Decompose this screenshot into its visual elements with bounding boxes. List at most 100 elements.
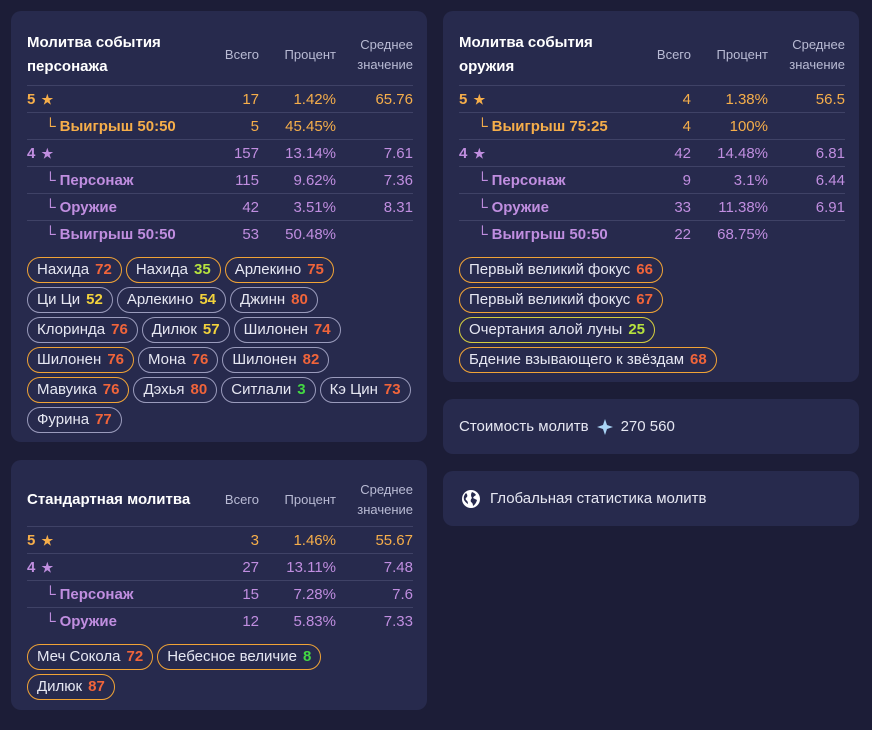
pull-tag-name: Шилонен	[232, 351, 297, 368]
pull-tag-count: 75	[307, 261, 324, 278]
cell-avg: 56.5	[768, 85, 845, 113]
cell-avg	[768, 220, 845, 248]
cell-avg	[336, 112, 413, 140]
pull-tag: Первый великий фокус 67	[459, 286, 663, 313]
cell-percent: 5.83%	[259, 607, 336, 635]
character-banner-table: Молитва события персонажа Всего Процент С…	[27, 31, 413, 248]
stats-rarity-row: 4 ★ 27 13.11% 7.48	[27, 553, 413, 581]
pull-cost-value: 270 560	[620, 418, 675, 435]
pull-tag: Джинн 80	[230, 286, 318, 313]
pull-tag: Первый великий фокус 66	[459, 256, 663, 283]
cell-avg	[336, 220, 413, 248]
pull-tag-count: 76	[102, 381, 120, 398]
cell-avg: 7.48	[336, 553, 413, 581]
pull-tag: Шилонен 76	[27, 346, 134, 373]
cell-avg: 6.91	[768, 193, 845, 221]
header-avg: Среднее значение	[357, 37, 413, 72]
cell-total: 4	[645, 112, 691, 140]
row-label: └ Выигрыш 50:50	[27, 220, 213, 248]
pull-cost-label: Стоимость молитв	[459, 418, 589, 435]
pull-tag-count: 82	[302, 351, 320, 368]
pull-tag: Бдение взывающего к звёздам 68	[459, 346, 717, 373]
pull-tag-count: 76	[111, 321, 128, 338]
stats-subrow: └ Выигрыш 50:50 5 45.45%	[27, 112, 413, 140]
pull-tag: Нахида 35	[125, 256, 221, 283]
branch-icon: └	[477, 117, 488, 135]
cell-avg: 6.44	[768, 166, 845, 194]
stats-rarity-row: 5 ★ 17 1.42% 65.76	[27, 85, 413, 113]
pull-tag: Фурина 77	[27, 406, 122, 433]
star-icon: ★	[473, 91, 486, 107]
row-label: 4 ★	[27, 139, 213, 167]
cell-avg	[768, 112, 845, 140]
pull-tag-count: 57	[202, 321, 220, 338]
pull-tag-name: Дэхья	[143, 381, 185, 398]
stats-rarity-row: 5 ★ 4 1.38% 56.5	[459, 85, 845, 113]
row-label: └ Персонаж	[459, 166, 645, 194]
pull-tag-count: 3	[297, 381, 306, 398]
branch-icon: └	[45, 585, 56, 603]
stats-subrow: └ Выигрыш 50:50 22 68.75%	[459, 220, 845, 248]
cell-avg: 65.76	[336, 85, 413, 113]
pull-tag-count: 80	[190, 381, 208, 398]
pull-tag-count: 80	[291, 291, 308, 308]
pull-tag: Мавуика 76	[27, 376, 130, 403]
cell-avg: 6.81	[768, 139, 845, 167]
primogem-icon	[596, 418, 613, 435]
pull-tag-count: 87	[88, 678, 105, 695]
pull-tag-name: Нахида	[135, 261, 188, 278]
global-stats-link[interactable]: Глобальная статистика молитв	[443, 471, 859, 526]
star-icon: ★	[41, 145, 54, 161]
cell-total: 3	[213, 526, 259, 554]
branch-icon: └	[45, 612, 56, 630]
pull-tag-name: Шилонен	[37, 351, 102, 368]
pull-tag-count: 25	[628, 321, 645, 338]
cell-total: 9	[645, 166, 691, 194]
cell-total: 42	[213, 193, 259, 221]
pull-tag-name: Ци Ци	[37, 291, 81, 308]
pull-tag: Дэхья 80	[133, 376, 218, 403]
pull-tag-name: Бдение взывающего к звёздам	[469, 351, 685, 368]
cell-percent: 3.51%	[259, 193, 336, 221]
cell-total: 27	[213, 553, 259, 581]
branch-icon: └	[477, 171, 488, 189]
pull-tag: Дилюк 87	[27, 673, 115, 700]
header-avg: Среднее значение	[789, 37, 845, 72]
header-percent: Процент	[284, 47, 336, 62]
cell-total: 115	[213, 166, 259, 194]
row-label: └ Персонаж	[27, 166, 213, 194]
standard-banner-card: Стандартная молитва Всего Процент Средне…	[11, 460, 427, 710]
cell-total: 17	[213, 85, 259, 113]
branch-icon: └	[45, 198, 56, 216]
cell-percent: 45.45%	[259, 112, 336, 140]
pull-tag-count: 74	[313, 321, 331, 338]
cell-percent: 100%	[691, 112, 768, 140]
standard-banner-table: Стандартная молитва Всего Процент Средне…	[27, 480, 413, 635]
cell-total: 4	[645, 85, 691, 113]
pull-tag: Кэ Цин 73	[319, 376, 411, 403]
star-icon: ★	[473, 145, 486, 161]
cell-percent: 1.46%	[259, 526, 336, 554]
cell-total: 22	[645, 220, 691, 248]
stats-subrow: └ Выигрыш 50:50 53 50.48%	[27, 220, 413, 248]
pull-tag-count: 76	[191, 351, 209, 368]
pull-tag: Очертания алой луны 25	[459, 316, 655, 343]
row-label: 5 ★	[459, 85, 645, 113]
row-label: └ Выигрыш 50:50	[27, 112, 213, 140]
cell-total: 53	[213, 220, 259, 248]
pull-tag-name: Кэ Цин	[329, 381, 378, 398]
row-label: 4 ★	[27, 553, 213, 581]
row-label: 5 ★	[27, 526, 213, 554]
pull-tag-name: Шилонен	[243, 321, 308, 338]
stats-subrow: └ Персонаж 115 9.62% 7.36	[27, 166, 413, 194]
pull-tag: Ситлали 3	[221, 376, 316, 403]
pull-tag-name: Меч Сокола	[37, 648, 121, 665]
row-label: 4 ★	[459, 139, 645, 167]
cell-avg: 7.36	[336, 166, 413, 194]
pull-tag: Мона 76	[138, 346, 219, 373]
globe-icon	[461, 489, 481, 509]
pull-tag-count: 72	[95, 261, 112, 278]
row-label: └ Оружие	[459, 193, 645, 221]
pull-tag: Арлекино 54	[116, 286, 226, 313]
stats-rarity-row: 5 ★ 3 1.46% 55.67	[27, 526, 413, 554]
